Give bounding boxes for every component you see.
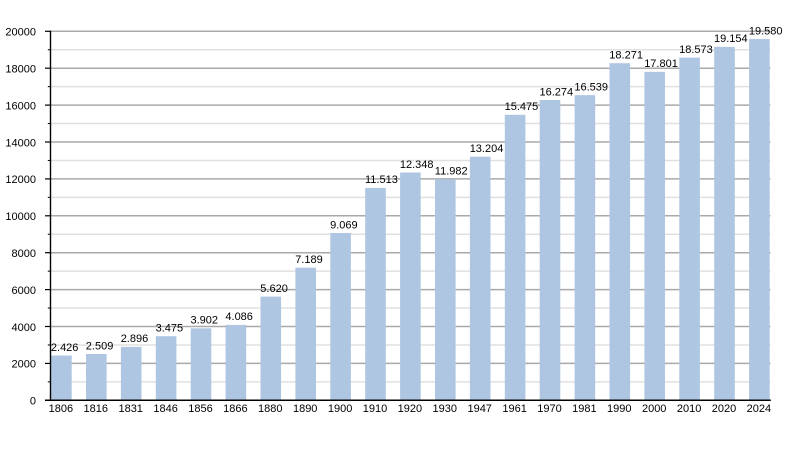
svg-text:2010: 2010 xyxy=(677,403,701,415)
svg-text:2.426: 2.426 xyxy=(51,342,79,354)
svg-text:18000: 18000 xyxy=(5,64,36,76)
svg-text:18.271: 18.271 xyxy=(609,50,643,62)
svg-text:1806: 1806 xyxy=(49,403,73,415)
svg-text:1816: 1816 xyxy=(84,403,108,415)
svg-text:16.274: 16.274 xyxy=(540,86,574,98)
svg-text:1990: 1990 xyxy=(607,403,631,415)
svg-text:10000: 10000 xyxy=(5,211,36,223)
svg-text:16.539: 16.539 xyxy=(574,81,608,93)
svg-text:2.896: 2.896 xyxy=(121,333,149,345)
svg-text:2020: 2020 xyxy=(712,403,736,415)
svg-text:1910: 1910 xyxy=(363,403,387,415)
svg-text:20000: 20000 xyxy=(5,27,36,39)
svg-text:1920: 1920 xyxy=(398,403,422,415)
svg-text:1930: 1930 xyxy=(433,403,457,415)
svg-text:2024: 2024 xyxy=(747,403,771,415)
svg-text:16000: 16000 xyxy=(5,100,36,112)
svg-text:14000: 14000 xyxy=(5,137,36,149)
svg-text:7.189: 7.189 xyxy=(295,254,323,266)
svg-text:1831: 1831 xyxy=(118,403,142,415)
svg-text:2000: 2000 xyxy=(642,403,666,415)
svg-text:0: 0 xyxy=(30,396,36,408)
svg-text:1970: 1970 xyxy=(537,403,561,415)
svg-text:12000: 12000 xyxy=(5,174,36,186)
svg-text:1890: 1890 xyxy=(293,403,317,415)
svg-text:1947: 1947 xyxy=(467,403,491,415)
svg-text:1981: 1981 xyxy=(572,403,596,415)
svg-text:3.475: 3.475 xyxy=(156,322,184,334)
svg-text:18.573: 18.573 xyxy=(679,44,713,56)
svg-text:4.086: 4.086 xyxy=(225,311,253,323)
svg-text:9.069: 9.069 xyxy=(330,219,358,231)
svg-text:2.509: 2.509 xyxy=(86,340,114,352)
svg-text:2000: 2000 xyxy=(12,359,36,371)
svg-text:1961: 1961 xyxy=(502,403,526,415)
svg-text:6000: 6000 xyxy=(12,285,36,297)
svg-text:11.513: 11.513 xyxy=(365,174,398,186)
svg-text:19.580: 19.580 xyxy=(749,25,783,37)
svg-text:3.902: 3.902 xyxy=(191,315,219,327)
svg-text:15.475: 15.475 xyxy=(505,101,539,113)
svg-text:11.982: 11.982 xyxy=(435,166,468,178)
svg-text:13.204: 13.204 xyxy=(470,143,504,155)
svg-text:1880: 1880 xyxy=(258,403,282,415)
svg-text:1866: 1866 xyxy=(223,403,247,415)
svg-text:1846: 1846 xyxy=(153,403,177,415)
svg-text:19.154: 19.154 xyxy=(714,33,748,45)
svg-text:5.620: 5.620 xyxy=(260,283,288,295)
svg-text:8000: 8000 xyxy=(12,248,36,260)
svg-text:1900: 1900 xyxy=(328,403,352,415)
svg-text:1856: 1856 xyxy=(188,403,212,415)
svg-text:12.348: 12.348 xyxy=(400,159,434,171)
svg-text:4000: 4000 xyxy=(12,322,36,334)
svg-text:17.801: 17.801 xyxy=(644,58,678,70)
